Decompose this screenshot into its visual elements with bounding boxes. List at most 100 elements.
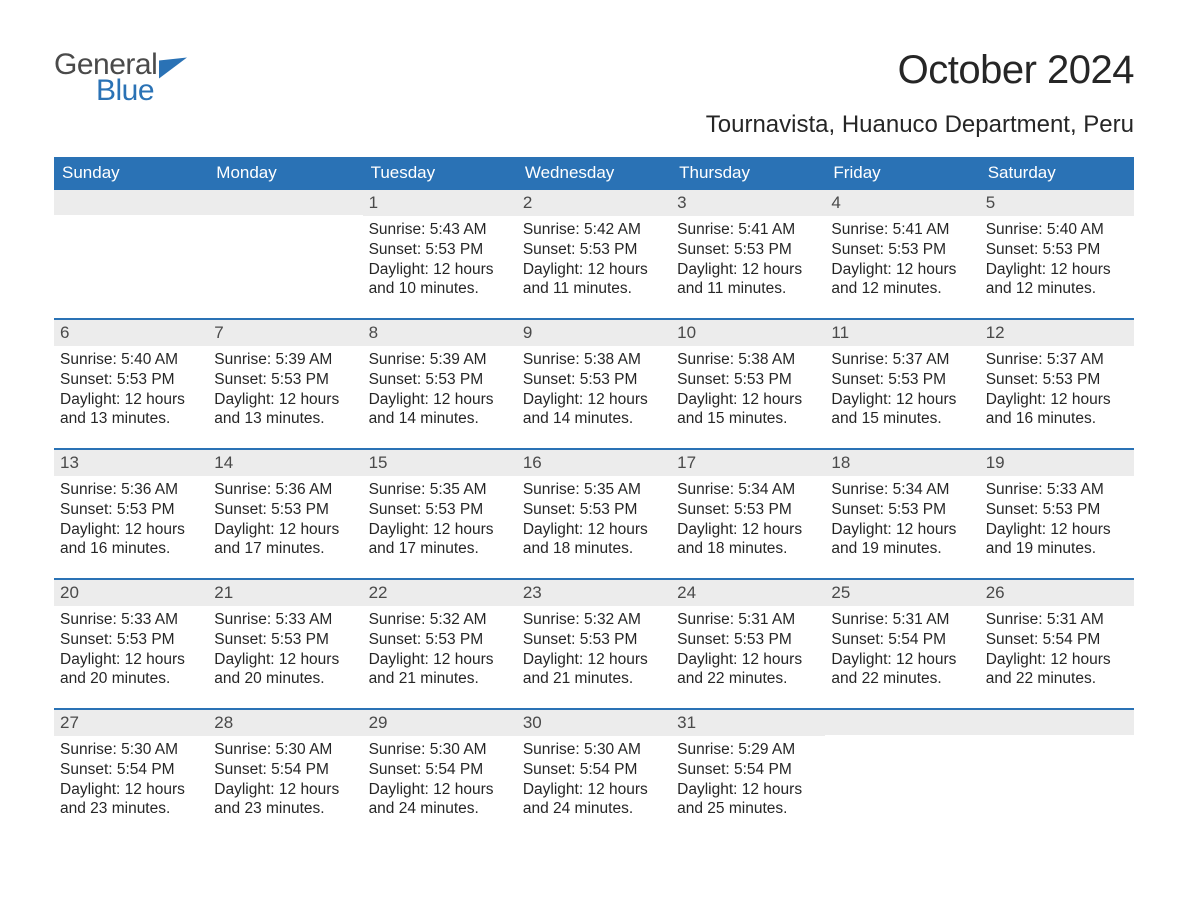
brand-word-2: Blue [96,74,187,108]
daylight-line: Daylight: 12 hours and 15 minutes. [677,390,819,430]
date-number: 31 [671,710,825,736]
sun-info: Sunrise: 5:39 AMSunset: 5:53 PMDaylight:… [208,346,362,429]
weekday-header: Monday [208,157,362,190]
sunrise-line: Sunrise: 5:41 AM [831,220,973,240]
date-number [54,190,208,215]
weekday-header: Wednesday [517,157,671,190]
calendar-cell: 7Sunrise: 5:39 AMSunset: 5:53 PMDaylight… [208,320,362,448]
daylight-line: Daylight: 12 hours and 19 minutes. [986,520,1128,560]
sunset-line: Sunset: 5:53 PM [986,240,1128,260]
daylight-line: Daylight: 12 hours and 14 minutes. [523,390,665,430]
date-number: 25 [825,580,979,606]
weekday-header: Sunday [54,157,208,190]
date-number: 22 [363,580,517,606]
calendar-cell [825,710,979,838]
calendar-cell: 8 Sunrise: 5:39 AMSunset: 5:53 PMDaylight… [363,320,517,448]
calendar-cell: 15Sunrise: 5:35 AMSunset: 5:53 PMDayligh… [363,450,517,578]
sun-info: Sunrise: 5:34 AMSunset: 5:53 PMDaylight:… [671,476,825,559]
date-number: 8 [363,320,517,346]
sunrise-line: Sunrise: 5:37 AM [831,350,973,370]
sun-info: Sunrise: 5:40 AMSunset: 5:53 PMDaylight:… [54,346,208,429]
sunrise-line: Sunrise: 5:29 AM [677,740,819,760]
date-number: 24 [671,580,825,606]
date-number: 12 [980,320,1134,346]
sunset-line: Sunset: 5:53 PM [60,630,202,650]
location-subtitle: Tournavista, Huanuco Department, Peru [706,111,1134,139]
sunset-line: Sunset: 5:54 PM [369,760,511,780]
daylight-line: Daylight: 12 hours and 23 minutes. [60,780,202,820]
brand-triangle-icon [159,58,187,79]
sun-info: Sunrise: 5:38 AMSunset: 5:53 PMDaylight:… [517,346,671,429]
sunset-line: Sunset: 5:53 PM [369,370,511,390]
sunset-line: Sunset: 5:53 PM [523,370,665,390]
daylight-line: Daylight: 12 hours and 17 minutes. [214,520,356,560]
calendar-cell: 30Sunrise: 5:30 AMSunset: 5:54 PMDayligh… [517,710,671,838]
calendar-cell: 14 Sunrise: 5:36 AMSunset: 5:53 PMDayligh… [208,450,362,578]
date-number: 27 [54,710,208,736]
date-number: 1 [363,190,517,216]
sunset-line: Sunset: 5:54 PM [60,760,202,780]
calendar-cell [208,190,362,318]
date-number: 30 [517,710,671,736]
sunset-line: Sunset: 5:54 PM [986,630,1128,650]
sunrise-line: Sunrise: 5:35 AM [369,480,511,500]
sunrise-line: Sunrise: 5:34 AM [831,480,973,500]
sunrise-line: Sunrise: 5:36 AM [214,480,356,500]
daylight-line: Daylight: 12 hours and 13 minutes. [214,390,356,430]
sun-info: Sunrise: 5:30 AMSunset: 5:54 PMDaylight:… [363,736,517,819]
sunset-line: Sunset: 5:53 PM [831,240,973,260]
sunrise-line: Sunrise: 5:33 AM [986,480,1128,500]
date-number: 21 [208,580,362,606]
sun-info: Sunrise: 5:41 AMSunset: 5:53 PMDaylight:… [671,216,825,299]
sunset-line: Sunset: 5:53 PM [369,500,511,520]
sun-info: Sunrise: 5:38 AMSunset: 5:53 PMDaylight:… [671,346,825,429]
sun-info: Sunrise: 5:30 AMSunset: 5:54 PMDaylight:… [517,736,671,819]
daylight-line: Daylight: 12 hours and 25 minutes. [677,780,819,820]
date-number: 29 [363,710,517,736]
sun-info: Sunrise: 5:43 AMSunset: 5:53 PMDaylight:… [363,216,517,299]
page-header: General Blue October 2024 Tournavista, H… [54,48,1134,149]
calendar-cell [54,190,208,318]
sunrise-line: Sunrise: 5:31 AM [831,610,973,630]
calendar-cell: 24Sunrise: 5:31 AMSunset: 5:53 PMDayligh… [671,580,825,708]
daylight-line: Daylight: 12 hours and 20 minutes. [214,650,356,690]
sunrise-line: Sunrise: 5:30 AM [369,740,511,760]
sunrise-line: Sunrise: 5:31 AM [677,610,819,630]
sunset-line: Sunset: 5:53 PM [214,630,356,650]
sunset-line: Sunset: 5:53 PM [677,500,819,520]
sunrise-line: Sunrise: 5:38 AM [677,350,819,370]
sun-info: Sunrise: 5:40 AMSunset: 5:53 PMDaylight:… [980,216,1134,299]
calendar-cell [980,710,1134,838]
sun-info: Sunrise: 5:41 AMSunset: 5:53 PMDaylight:… [825,216,979,299]
date-number: 14 [208,450,362,476]
calendar-week: 20Sunrise: 5:33 AMSunset: 5:53 PMDayligh… [54,578,1134,708]
weekday-header: Saturday [980,157,1134,190]
sunrise-line: Sunrise: 5:32 AM [523,610,665,630]
calendar-cell: 17Sunrise: 5:34 AMSunset: 5:53 PMDayligh… [671,450,825,578]
sunrise-line: Sunrise: 5:40 AM [60,350,202,370]
date-number: 6 [54,320,208,346]
daylight-line: Daylight: 12 hours and 14 minutes. [369,390,511,430]
date-number: 3 [671,190,825,216]
daylight-line: Daylight: 12 hours and 12 minutes. [986,260,1128,300]
date-number: 11 [825,320,979,346]
date-number: 4 [825,190,979,216]
sunset-line: Sunset: 5:53 PM [831,370,973,390]
date-number: 20 [54,580,208,606]
sunrise-line: Sunrise: 5:41 AM [677,220,819,240]
calendar-cell: 11Sunrise: 5:37 AMSunset: 5:53 PMDayligh… [825,320,979,448]
sun-info: Sunrise: 5:31 AMSunset: 5:53 PMDaylight:… [671,606,825,689]
sun-info: Sunrise: 5:33 AMSunset: 5:53 PMDaylight:… [54,606,208,689]
sunrise-line: Sunrise: 5:39 AM [369,350,511,370]
sunrise-line: Sunrise: 5:38 AM [523,350,665,370]
sunset-line: Sunset: 5:54 PM [523,760,665,780]
sunset-line: Sunset: 5:54 PM [677,760,819,780]
daylight-line: Daylight: 12 hours and 20 minutes. [60,650,202,690]
weekday-header: Thursday [671,157,825,190]
sunrise-line: Sunrise: 5:36 AM [60,480,202,500]
calendar-week: 13Sunrise: 5:36 AMSunset: 5:53 PMDayligh… [54,448,1134,578]
calendar-cell: 25Sunrise: 5:31 AMSunset: 5:54 PMDayligh… [825,580,979,708]
weekday-header: Tuesday [363,157,517,190]
sunset-line: Sunset: 5:53 PM [986,500,1128,520]
sunset-line: Sunset: 5:53 PM [214,500,356,520]
